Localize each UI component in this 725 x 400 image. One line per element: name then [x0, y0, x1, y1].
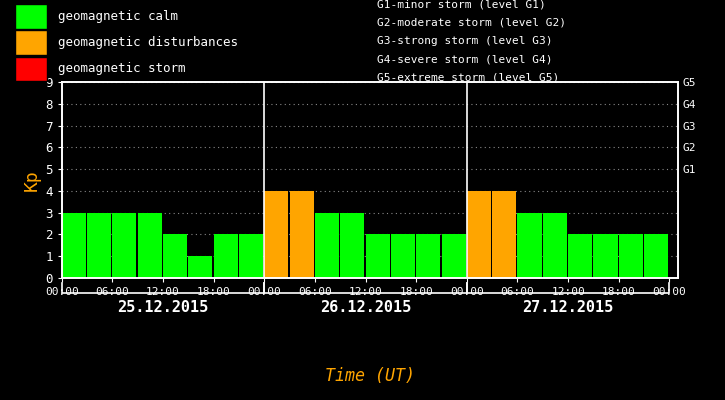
Text: G3-strong storm (level G3): G3-strong storm (level G3) [377, 36, 552, 46]
Text: G1-minor storm (level G1): G1-minor storm (level G1) [377, 0, 546, 10]
Bar [442, 234, 465, 278]
Bar [264, 191, 289, 278]
Bar [644, 234, 668, 278]
Text: 27.12.2015: 27.12.2015 [523, 300, 614, 316]
Text: G4-severe storm (level G4): G4-severe storm (level G4) [377, 54, 552, 64]
Bar [594, 234, 618, 278]
Text: 26.12.2015: 26.12.2015 [320, 300, 411, 316]
Text: G2-moderate storm (level G2): G2-moderate storm (level G2) [377, 18, 566, 28]
Bar [467, 191, 491, 278]
Text: geomagnetic calm: geomagnetic calm [58, 10, 178, 23]
Bar [188, 256, 212, 278]
Bar [112, 213, 136, 278]
Bar [568, 234, 592, 278]
Y-axis label: Kp: Kp [23, 169, 41, 191]
Bar [138, 213, 162, 278]
Bar [214, 234, 238, 278]
Bar [391, 234, 415, 278]
Text: geomagnetic storm: geomagnetic storm [58, 62, 186, 75]
Text: 25.12.2015: 25.12.2015 [117, 300, 209, 316]
Bar [618, 234, 643, 278]
Text: G5-extreme storm (level G5): G5-extreme storm (level G5) [377, 72, 559, 82]
Bar [289, 191, 314, 278]
Bar [62, 213, 86, 278]
FancyBboxPatch shape [14, 56, 47, 81]
Bar [239, 234, 263, 278]
FancyBboxPatch shape [14, 4, 47, 29]
Bar [543, 213, 567, 278]
Bar [416, 234, 440, 278]
Bar [492, 191, 516, 278]
Text: Time (UT): Time (UT) [325, 367, 415, 385]
Bar [315, 213, 339, 278]
Text: geomagnetic disturbances: geomagnetic disturbances [58, 36, 238, 49]
Bar [87, 213, 111, 278]
Bar [518, 213, 542, 278]
Bar [163, 234, 187, 278]
Bar [365, 234, 389, 278]
Bar [340, 213, 364, 278]
FancyBboxPatch shape [14, 30, 47, 55]
